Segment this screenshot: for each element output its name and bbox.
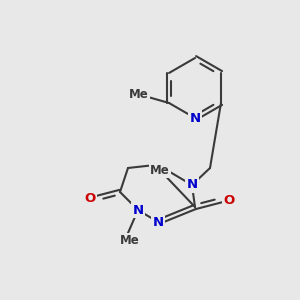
Text: N: N bbox=[132, 203, 144, 217]
Text: Me: Me bbox=[150, 164, 170, 176]
Text: O: O bbox=[224, 194, 235, 206]
Text: N: N bbox=[152, 215, 164, 229]
Text: Me: Me bbox=[129, 88, 149, 101]
Text: Me: Me bbox=[120, 235, 140, 248]
Text: N: N bbox=[186, 178, 198, 191]
Text: O: O bbox=[84, 191, 96, 205]
Text: N: N bbox=[189, 112, 201, 124]
